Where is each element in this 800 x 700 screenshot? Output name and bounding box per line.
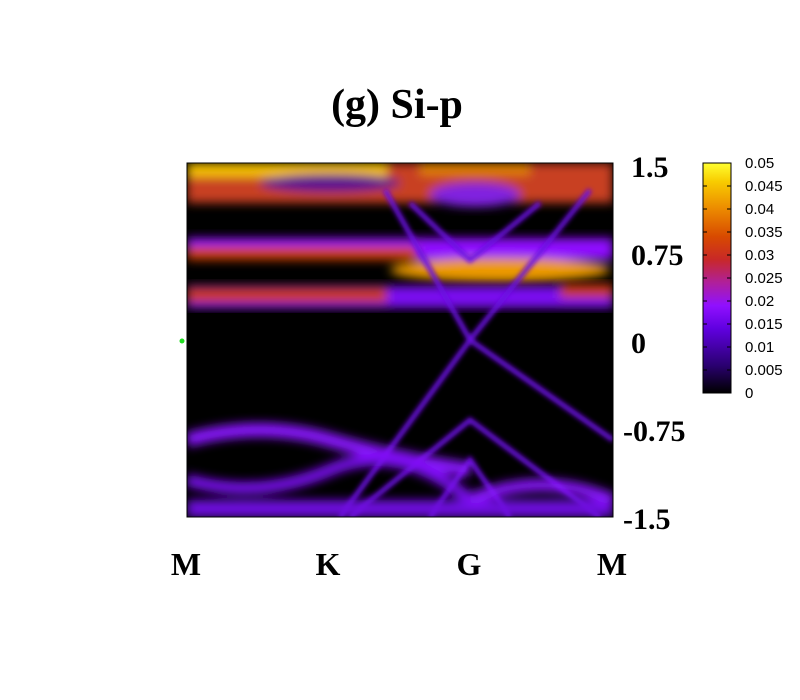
colorbar-tick-label: 0.035 (745, 224, 783, 241)
y-tick-label: 0.75 (631, 239, 684, 272)
y-tick-label: 1.5 (631, 151, 669, 184)
colorbar-ticks: 0.05 0.045 0.04 0.035 0.03 0.025 0.02 0.015 0.01… (703, 155, 783, 402)
y-tick-label: 0 (631, 327, 646, 360)
x-tick-label: M (597, 546, 627, 582)
colorbar-tick-label: 0.02 (745, 293, 774, 310)
band-lower (187, 423, 613, 517)
colorbar-tick-label: 0.01 (745, 339, 774, 356)
colorbar: 0.05 0.045 0.04 0.035 0.03 0.025 0.02 0.015 0.01… (702, 155, 783, 402)
colorbar-gradient (702, 162, 732, 394)
fermi-marker (179, 338, 185, 344)
colorbar-tick-label: 0.025 (745, 270, 783, 287)
band-upper-mid (187, 238, 613, 282)
y-tick-label: -1.5 (623, 503, 671, 536)
colorbar-tick-label: 0.045 (745, 178, 783, 195)
colorbar-tick-label: 0 (745, 385, 753, 402)
colorbar-tick-label: 0.03 (745, 247, 774, 264)
y-tick-label: -0.75 (623, 415, 686, 448)
colorbar-tick-label: 0.015 (745, 316, 783, 333)
x-tick-label: G (457, 546, 482, 582)
colorbar-tick-label: 0.005 (745, 362, 783, 379)
plot-area (187, 163, 613, 517)
colorbar-tick-label: 0.04 (745, 201, 774, 218)
colorbar-tick-label: 0.05 (745, 155, 774, 172)
plot-frame (186, 162, 614, 518)
chart-title: (g) Si-p (331, 82, 463, 128)
band-upper-low (187, 284, 613, 308)
x-tick-label: M (171, 546, 201, 582)
x-tick-label: K (316, 546, 341, 582)
band-upper-top (187, 163, 613, 207)
